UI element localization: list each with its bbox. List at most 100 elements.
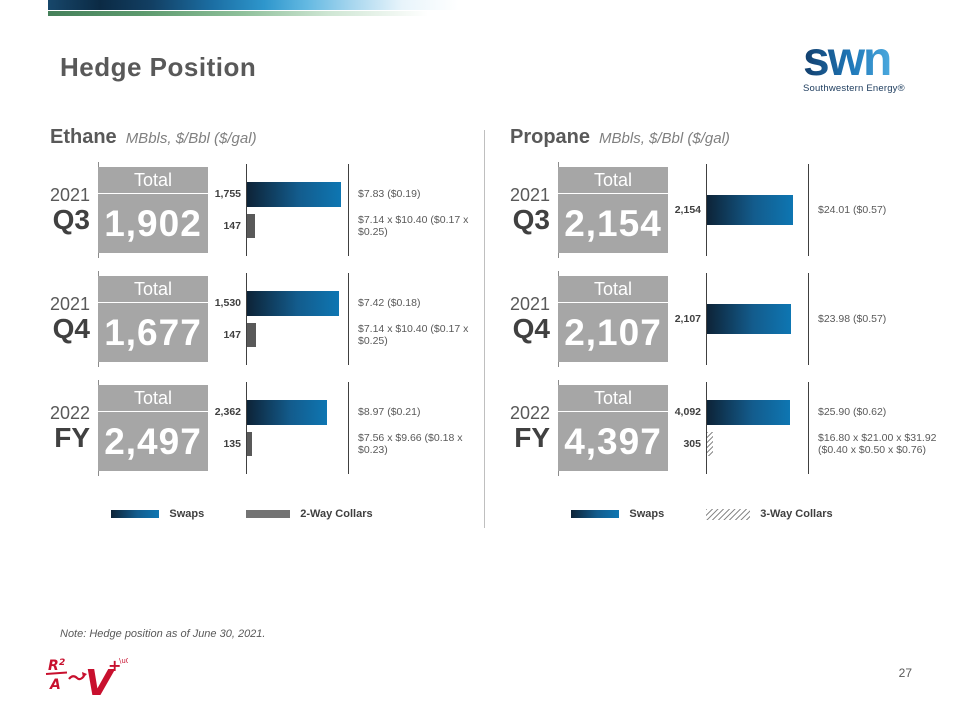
total-box: Total 2,107 [558, 271, 668, 367]
total-value: 2,497 [104, 420, 202, 462]
total-box: Total 4,397 [558, 380, 668, 476]
collars-value-label: 147 [223, 220, 241, 232]
total-caption: Total [133, 170, 173, 190]
year-label: 2021 [49, 185, 90, 205]
total-value: 1,902 [104, 202, 202, 244]
quarter-label: Q3 [512, 204, 550, 235]
swaps-price: $25.90 ($0.62) [818, 406, 887, 418]
swaps-value-label: 1,755 [214, 188, 241, 200]
quarter-label: Q3 [52, 204, 90, 235]
swaps-bar [707, 195, 793, 225]
total-divider [558, 411, 668, 412]
year-label: 2022 [509, 403, 550, 423]
swaps-value-label: 1,530 [214, 297, 241, 309]
total-box: Total 1,902 [98, 162, 208, 258]
swaps-bar [247, 291, 339, 316]
quarter-label: FY [54, 422, 90, 453]
collars-value-label: 135 [223, 438, 241, 450]
total-caption: Total [133, 279, 173, 299]
svg-text:A: A [49, 677, 61, 693]
swaps-value-label: 2,362 [214, 406, 241, 418]
propane-title: Propane [510, 126, 591, 148]
total-caption: Total [593, 388, 633, 408]
bar-plot [706, 382, 808, 474]
total-divider [98, 193, 208, 194]
propane-row-2021-q3: 2021 Q3 Total 2,154 2,154 $24.01 ($0.57) [506, 162, 958, 258]
swn-wordmark: swn [803, 33, 892, 86]
total-caption: Total [593, 279, 633, 299]
ethane-section: Ethane MBbls, $/Bbl ($/gal) 2021 Q3 Tota… [46, 126, 498, 520]
ethane-legend: Swaps 2-Way Collars [46, 508, 438, 520]
quarter-label: FY [514, 422, 550, 453]
year-label: 2022 [49, 403, 90, 423]
total-divider [98, 302, 208, 303]
total-box: Total 2,154 [558, 162, 668, 258]
bar-plot [706, 164, 808, 256]
period-label: 2022 FY [506, 382, 558, 474]
svg-text:V: V [85, 663, 116, 704]
price-labels: $25.90 ($0.62) $16.80 x $21.00 x $31.92 … [808, 382, 956, 474]
bar-plot [706, 273, 808, 365]
total-divider [558, 193, 668, 194]
ethane-units: MBbls, $/Bbl ($/gal) [125, 130, 257, 147]
total-value: 2,107 [564, 311, 662, 353]
price-labels: $24.01 ($0.57) [808, 164, 956, 256]
three-way-collar-legend-label: 3-Way Collars [760, 508, 833, 520]
collars-value-label: 147 [223, 329, 241, 341]
bar-value-labels: 1,530 147 [208, 273, 246, 365]
bar-plot [246, 164, 348, 256]
bar-value-labels: 2,154 [668, 164, 706, 256]
collars-price: $7.56 x $9.66 ($0.18 x $0.23) [358, 432, 463, 456]
period-label: 2021 Q3 [506, 164, 558, 256]
two-way-collar-bar [247, 323, 256, 347]
swaps-price: $24.01 ($0.57) [818, 203, 887, 216]
total-box: Total 1,677 [98, 271, 208, 367]
period-label: 2022 FY [46, 382, 98, 474]
swn-logo: swn Southwestern Energy® [803, 33, 938, 95]
ethane-header: Ethane MBbls, $/Bbl ($/gal) [50, 126, 498, 150]
swaps-value-label: 4,092 [674, 406, 701, 418]
period-label: 2021 Q4 [46, 273, 98, 365]
period-label: 2021 Q3 [46, 164, 98, 256]
swaps-bar [247, 182, 341, 207]
svg-text:+: + [108, 656, 121, 675]
year-label: 2021 [509, 185, 550, 205]
swn-logo-subtext: Southwestern Energy® [803, 83, 905, 94]
total-caption: Total [593, 170, 633, 190]
ethane-title: Ethane [50, 126, 117, 148]
bar-value-labels: 1,755 147 [208, 164, 246, 256]
svg-text:\u00ae: \u00ae [119, 657, 128, 665]
three-way-collar-legend-swatch [706, 508, 751, 520]
total-divider [558, 302, 668, 303]
swaps-price: $8.97 ($0.21) [358, 406, 421, 418]
price-labels: $7.83 ($0.19) $7.14 x $10.40 ($0.17 x $0… [348, 164, 496, 256]
ethane-row-2021-q4: 2021 Q4 Total 1,677 1,530 147 $7.42 ($0.… [46, 271, 498, 367]
ethane-row-2021-q3: 2021 Q3 Total 1,902 1,755 147 $7.83 ($0.… [46, 162, 498, 258]
swaps-legend-label: Swaps [629, 508, 665, 520]
bar-value-labels: 2,107 [668, 273, 706, 365]
propane-row-2022-fy: 2022 FY Total 4,397 4,092 305 $25.90 ($0… [506, 380, 958, 476]
rav-plus-logo: R 2 A V + \u00ae [45, 656, 128, 704]
bar-value-labels: 2,362 135 [208, 382, 246, 474]
total-box: Total 2,497 [98, 380, 208, 476]
propane-section: Propane MBbls, $/Bbl ($/gal) 2021 Q3 Tot… [506, 126, 958, 520]
bar-value-labels: 4,092 305 [668, 382, 706, 474]
period-label: 2021 Q4 [506, 273, 558, 365]
total-caption: Total [133, 388, 173, 408]
propane-units: MBbls, $/Bbl ($/gal) [599, 130, 730, 147]
total-value: 4,397 [564, 420, 662, 462]
two-way-collar-legend-swatch [246, 510, 291, 518]
bar-plot [246, 382, 348, 474]
swaps-price: $7.83 ($0.19) [358, 188, 421, 200]
collars-price: $7.14 x $10.40 ($0.17 x $0.25) [358, 214, 469, 238]
price-labels: $23.98 ($0.57) [808, 273, 956, 365]
quarter-label: Q4 [52, 313, 90, 344]
total-divider [98, 411, 208, 412]
top-gradient-band [48, 0, 480, 16]
swaps-price: $7.42 ($0.18) [358, 297, 421, 309]
swaps-legend-swatch [571, 510, 620, 518]
section-divider [484, 130, 485, 528]
two-way-collar-legend-label: 2-Way Collars [300, 508, 373, 520]
three-way-collar-bar [707, 432, 713, 456]
